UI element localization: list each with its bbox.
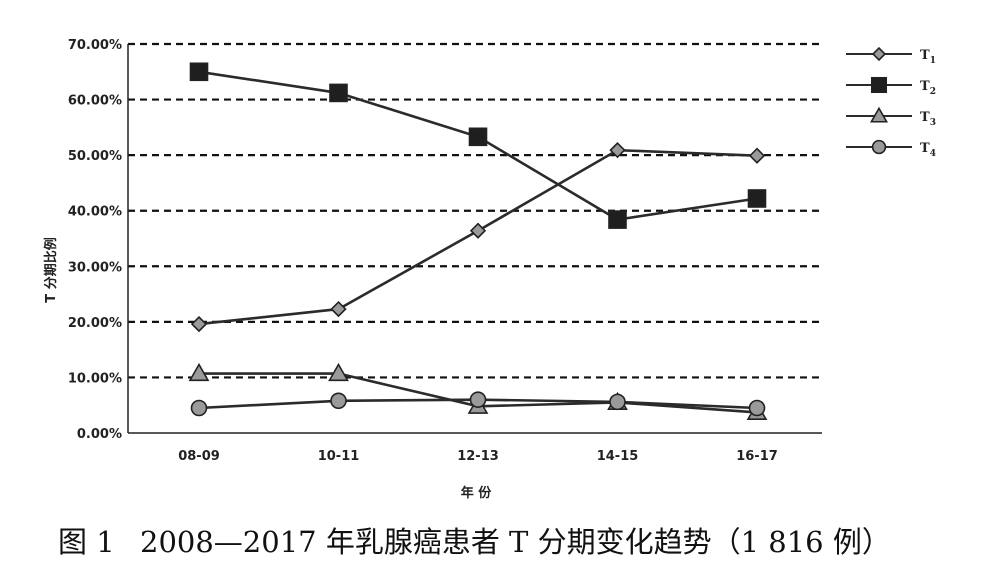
- legend-item: T3: [846, 106, 936, 128]
- legend-marker-diamond: [871, 46, 887, 62]
- x-tick-label: 12-13: [457, 449, 499, 464]
- legend-label-subscript: 4: [930, 149, 936, 159]
- data-point-diamond: [469, 222, 487, 239]
- x-tick-label: 08-09: [178, 449, 220, 464]
- y-tick-labels: 0.00% 10.00% 20.00% 30.00% 40.00% 50.00% 60.00…: [68, 38, 122, 442]
- legend-label: T4: [920, 141, 936, 159]
- data-point-diamond: [330, 300, 347, 318]
- data-point-triangle: [328, 362, 349, 382]
- y-tick-label: 40.00%: [68, 205, 122, 220]
- data-point-square: [189, 62, 209, 82]
- legend-label-subscript: 3: [930, 118, 936, 128]
- x-tick-label: 16-17: [736, 449, 778, 464]
- legend-label-subscript: 1: [930, 56, 936, 66]
- data-point-circle: [330, 392, 347, 410]
- legend-marker-square: [870, 76, 888, 94]
- data-point-circle: [609, 393, 626, 411]
- legend-item: T1: [846, 46, 936, 66]
- legend: T1 T2 T3 T4: [846, 46, 936, 159]
- y-tick-label: 0.00%: [77, 427, 122, 442]
- x-axis-label: 年 份: [461, 485, 493, 501]
- data-point-square: [608, 210, 627, 229]
- data-point-circle: [469, 391, 487, 408]
- x-tick-label: 14-15: [597, 449, 639, 464]
- series-lines: [188, 62, 768, 420]
- data-point-triangle: [188, 362, 210, 382]
- figure-caption: 2008—2017 年乳腺癌患者 T 分期变化趋势（1 816 例）: [140, 525, 891, 559]
- data-point-diamond: [609, 142, 626, 159]
- data-point-circle: [190, 399, 208, 417]
- data-point-diamond: [190, 315, 208, 333]
- y-tick-label: 30.00%: [68, 260, 122, 275]
- y-tick-label: 10.00%: [68, 371, 122, 386]
- data-point-square: [329, 83, 348, 103]
- legend-label-subscript: 2: [930, 87, 936, 97]
- data-point-diamond: [748, 147, 766, 164]
- legend-marker-circle: [871, 139, 887, 155]
- series-t4: [190, 391, 766, 417]
- legend-label: T3: [920, 110, 936, 128]
- y-axis-label: T 分期比例: [43, 237, 59, 302]
- series-t2: [189, 62, 767, 229]
- y-tick-label: 20.00%: [68, 316, 122, 331]
- legend-label: T2: [920, 79, 936, 97]
- x-tick-label: 10-11: [318, 449, 360, 464]
- data-point-square: [747, 189, 767, 208]
- y-tick-label: 70.00%: [68, 38, 122, 53]
- legend-item: T4: [846, 139, 936, 159]
- series-t1: [190, 142, 766, 333]
- grid-lines: [128, 42, 822, 379]
- data-point-square: [468, 127, 488, 147]
- data-point-circle: [748, 399, 766, 417]
- y-tick-label: 60.00%: [68, 94, 122, 109]
- legend-item: T2: [846, 76, 936, 97]
- legend-label: T1: [920, 48, 936, 66]
- y-tick-label: 50.00%: [68, 149, 122, 164]
- x-tick-labels: 08-09 10-11 12-13 14-15 16-17: [178, 449, 778, 464]
- figure-caption-number: 图 1: [58, 525, 115, 559]
- axes: [127, 44, 822, 434]
- legend-marker-triangle: [869, 106, 889, 123]
